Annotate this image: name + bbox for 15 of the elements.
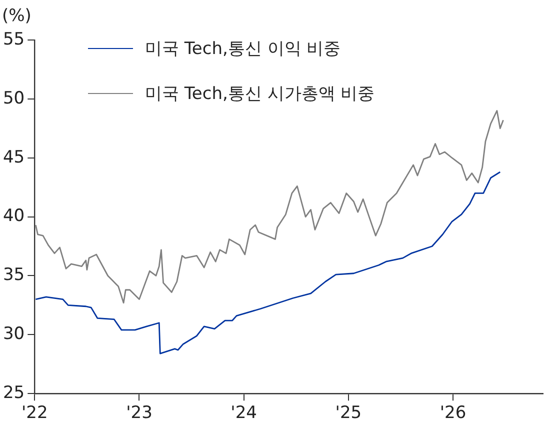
x-tick-label: '25 bbox=[335, 403, 362, 424]
y-tick-label: 25 bbox=[2, 383, 25, 404]
x-tick-label: '26 bbox=[440, 403, 466, 424]
y-tick-label: 55 bbox=[2, 29, 25, 50]
legend-label: 미국 Tech,통신 시가총액 비중 bbox=[145, 83, 375, 105]
x-tick-label: '24 bbox=[230, 403, 257, 424]
y-tick-label: 30 bbox=[2, 324, 25, 344]
y-tick-label: 45 bbox=[2, 147, 25, 168]
y-tick-label: 35 bbox=[2, 265, 25, 286]
x-tick-label: '23 bbox=[126, 403, 152, 424]
x-tick-label: '22 bbox=[21, 403, 48, 424]
y-tick-label: 50 bbox=[2, 88, 25, 108]
legend-label: 미국 Tech,통신 이익 비중 bbox=[145, 38, 341, 60]
y-tick-label: 40 bbox=[2, 206, 25, 226]
y-axis-title: (%) bbox=[2, 6, 32, 26]
